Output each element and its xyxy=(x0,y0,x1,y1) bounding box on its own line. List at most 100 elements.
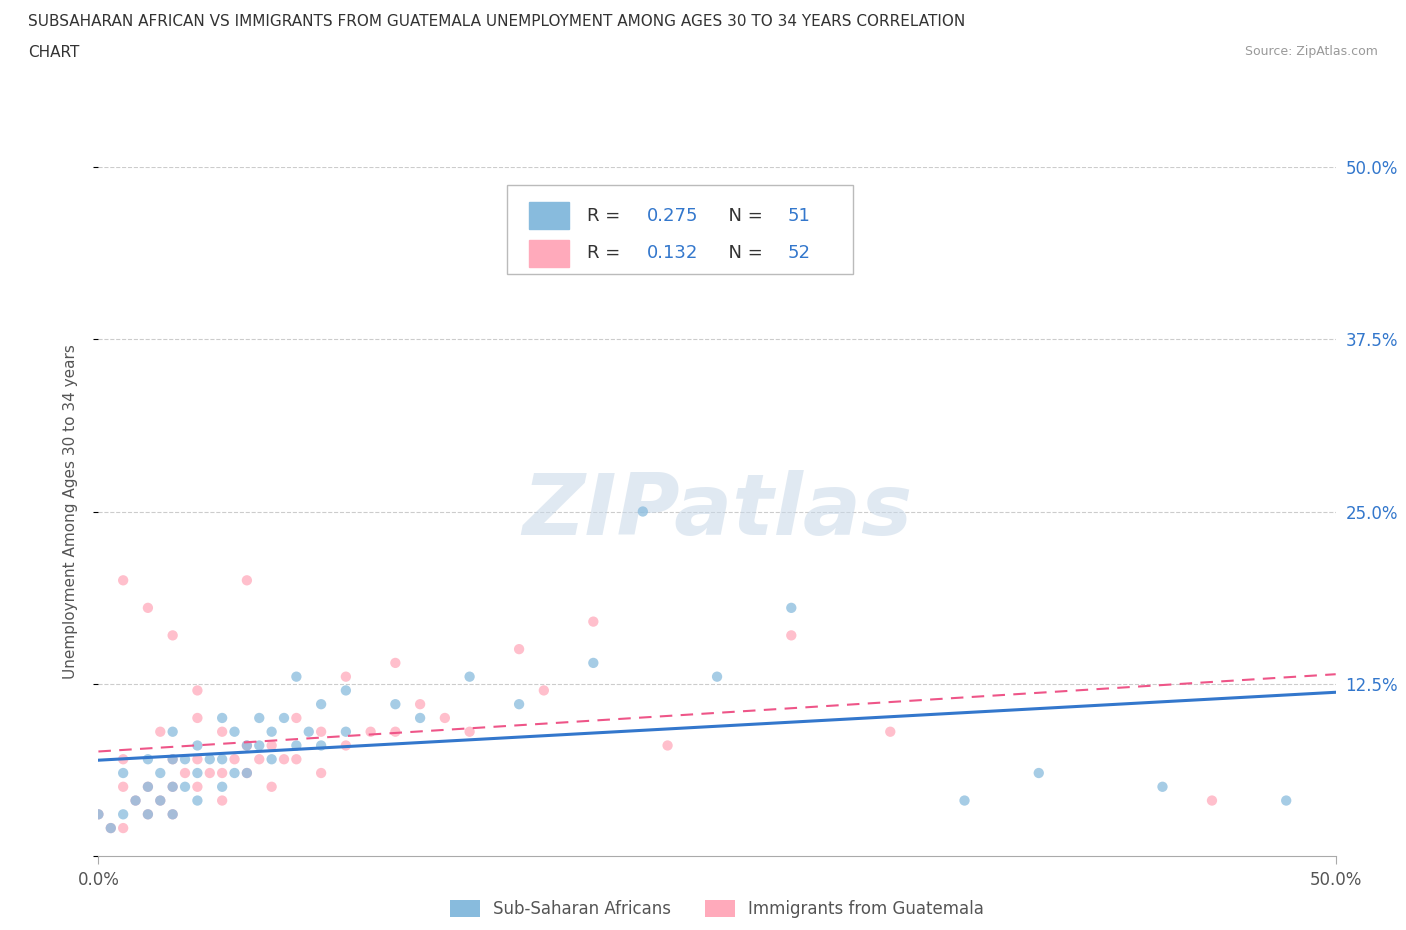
Point xyxy=(260,738,283,753)
Text: 52: 52 xyxy=(787,245,811,262)
Point xyxy=(211,793,233,808)
Point xyxy=(309,738,332,753)
Point xyxy=(236,765,259,780)
Text: ZIPatlas: ZIPatlas xyxy=(522,470,912,553)
Point xyxy=(149,765,172,780)
Point xyxy=(236,765,259,780)
Text: N =: N = xyxy=(717,206,769,224)
Point xyxy=(224,765,246,780)
Point xyxy=(124,793,146,808)
Point xyxy=(953,793,976,808)
Point xyxy=(780,601,803,616)
FancyBboxPatch shape xyxy=(506,185,853,274)
Text: 0.132: 0.132 xyxy=(647,245,697,262)
Point xyxy=(285,738,308,753)
Point xyxy=(236,573,259,588)
Point xyxy=(149,793,172,808)
Point xyxy=(162,628,184,643)
Point xyxy=(162,751,184,766)
Point xyxy=(100,820,122,835)
Text: 51: 51 xyxy=(787,206,810,224)
Point xyxy=(508,642,530,657)
Text: CHART: CHART xyxy=(28,45,80,60)
Point xyxy=(309,724,332,739)
Point xyxy=(162,779,184,794)
Point xyxy=(174,751,197,766)
Point xyxy=(186,765,208,780)
Point xyxy=(149,793,172,808)
Point xyxy=(136,751,159,766)
Point xyxy=(162,807,184,822)
Point xyxy=(384,724,406,739)
Point xyxy=(136,779,159,794)
Point xyxy=(112,751,135,766)
Point xyxy=(309,697,332,711)
Point xyxy=(260,751,283,766)
Point xyxy=(174,779,197,794)
Text: R =: R = xyxy=(588,245,626,262)
Point xyxy=(112,820,135,835)
Point xyxy=(224,724,246,739)
Legend: Sub-Saharan Africans, Immigrants from Guatemala: Sub-Saharan Africans, Immigrants from Gu… xyxy=(441,892,993,926)
Point xyxy=(458,670,481,684)
Point xyxy=(136,779,159,794)
Point xyxy=(409,697,432,711)
Point xyxy=(285,711,308,725)
Point xyxy=(631,504,654,519)
Point xyxy=(582,614,605,629)
Point xyxy=(162,807,184,822)
Y-axis label: Unemployment Among Ages 30 to 34 years: Unemployment Among Ages 30 to 34 years xyxy=(63,344,77,679)
Point xyxy=(174,765,197,780)
Point xyxy=(1152,779,1174,794)
Point xyxy=(433,711,456,725)
Point xyxy=(360,724,382,739)
Point xyxy=(508,697,530,711)
Point xyxy=(112,779,135,794)
Point xyxy=(186,751,208,766)
Point xyxy=(224,751,246,766)
Point xyxy=(335,724,357,739)
Point xyxy=(582,656,605,671)
Point xyxy=(247,711,270,725)
Point xyxy=(285,670,308,684)
Point xyxy=(162,724,184,739)
Point xyxy=(186,793,208,808)
Point xyxy=(211,724,233,739)
Point xyxy=(136,601,159,616)
Point xyxy=(211,779,233,794)
Point xyxy=(186,779,208,794)
Point xyxy=(186,738,208,753)
Point xyxy=(162,751,184,766)
Point xyxy=(335,738,357,753)
Point xyxy=(1275,793,1298,808)
Point xyxy=(236,738,259,753)
Point xyxy=(706,670,728,684)
Text: SUBSAHARAN AFRICAN VS IMMIGRANTS FROM GUATEMALA UNEMPLOYMENT AMONG AGES 30 TO 34: SUBSAHARAN AFRICAN VS IMMIGRANTS FROM GU… xyxy=(28,14,966,29)
Point xyxy=(162,779,184,794)
Point xyxy=(211,765,233,780)
Point xyxy=(198,765,221,780)
Text: Source: ZipAtlas.com: Source: ZipAtlas.com xyxy=(1244,45,1378,58)
Point xyxy=(136,807,159,822)
Point xyxy=(335,670,357,684)
Text: R =: R = xyxy=(588,206,626,224)
Point xyxy=(136,807,159,822)
Point xyxy=(285,751,308,766)
Point xyxy=(211,751,233,766)
Point xyxy=(657,738,679,753)
Point xyxy=(198,751,221,766)
Point xyxy=(260,779,283,794)
Point xyxy=(112,807,135,822)
Point xyxy=(247,738,270,753)
Text: 0.275: 0.275 xyxy=(647,206,697,224)
Point xyxy=(186,711,208,725)
Point xyxy=(112,765,135,780)
Point xyxy=(458,724,481,739)
Point xyxy=(409,711,432,725)
Point xyxy=(236,738,259,753)
Point xyxy=(273,751,295,766)
Point xyxy=(87,807,110,822)
Bar xyxy=(529,203,568,229)
Point xyxy=(1028,765,1050,780)
Point xyxy=(298,724,321,739)
